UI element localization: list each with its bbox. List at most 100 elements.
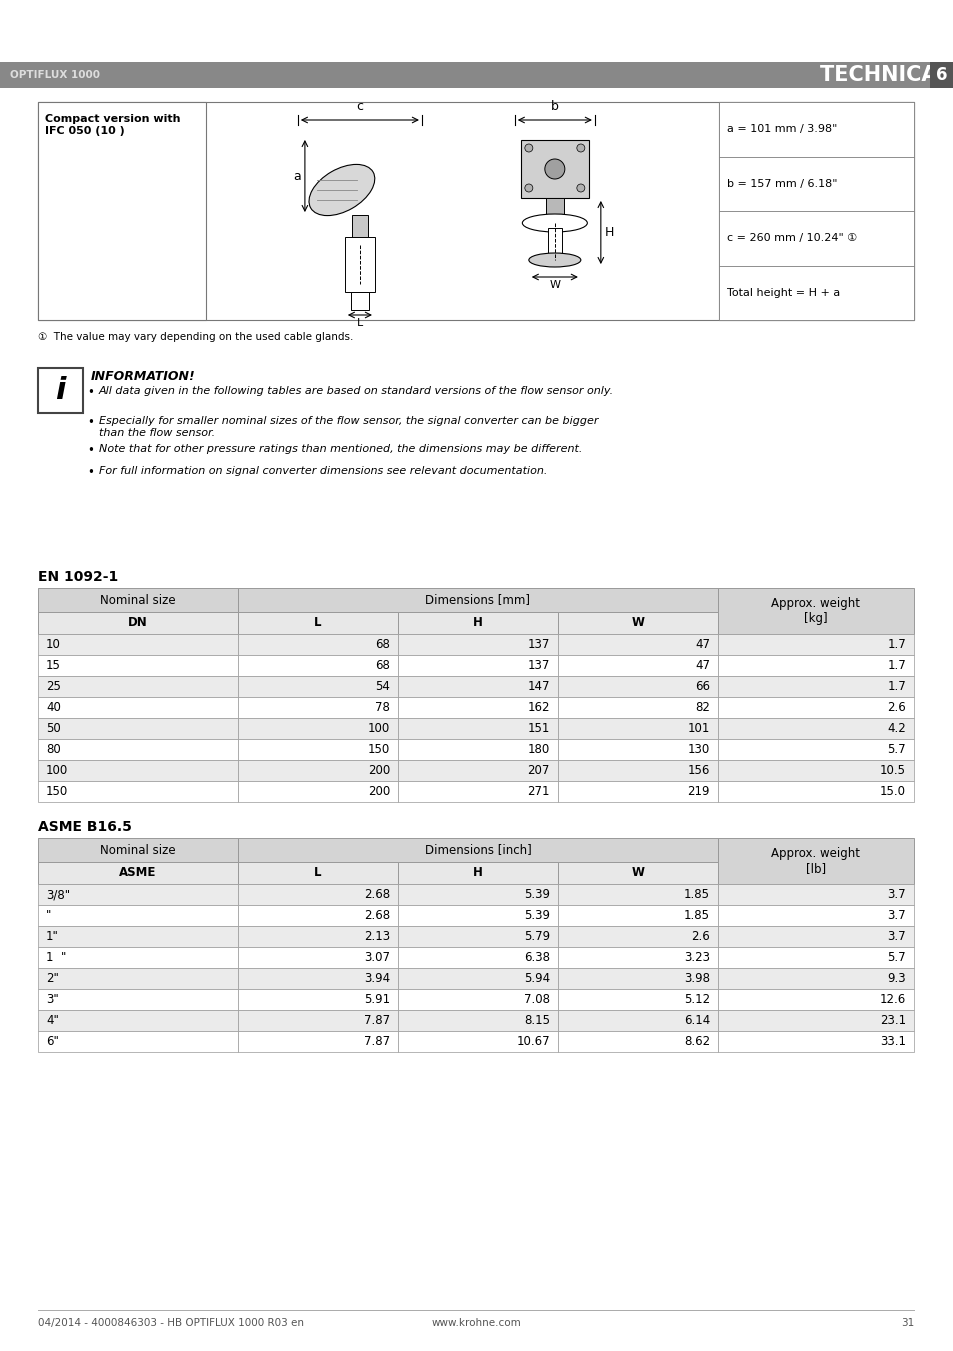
Text: 6.14: 6.14 — [683, 1015, 709, 1027]
Text: c: c — [356, 100, 363, 113]
Bar — [397, 612, 558, 634]
Text: 200: 200 — [367, 785, 390, 798]
Bar — [237, 634, 397, 655]
Text: 162: 162 — [527, 701, 550, 713]
Text: Approx. weight
[lb]: Approx. weight [lb] — [771, 847, 860, 875]
Text: 156: 156 — [687, 765, 709, 777]
Text: •: • — [87, 444, 93, 457]
Bar — [718, 905, 913, 925]
Text: Especially for smaller nominal sizes of the flow sensor, the signal converter ca: Especially for smaller nominal sizes of … — [99, 416, 598, 438]
Text: 25: 25 — [46, 680, 61, 693]
Bar — [237, 655, 397, 676]
Ellipse shape — [544, 159, 564, 178]
Ellipse shape — [522, 213, 587, 232]
Text: 3.7: 3.7 — [886, 909, 905, 921]
Ellipse shape — [309, 165, 375, 216]
Bar — [237, 838, 718, 862]
Bar — [237, 1011, 397, 1031]
Bar — [558, 905, 718, 925]
Text: 6": 6" — [46, 1035, 59, 1048]
Bar — [237, 781, 397, 802]
Text: b = 157 mm / 6.18": b = 157 mm / 6.18" — [726, 178, 837, 189]
Bar — [397, 697, 558, 717]
Text: 82: 82 — [695, 701, 709, 713]
Bar — [558, 1011, 718, 1031]
Bar — [237, 761, 397, 781]
Text: 1  ": 1 " — [46, 951, 67, 965]
Text: ①  The value may vary depending on the used cable glands.: ① The value may vary depending on the us… — [38, 332, 353, 342]
Text: 47: 47 — [695, 659, 709, 671]
Text: 6.38: 6.38 — [523, 951, 550, 965]
Text: 137: 137 — [527, 638, 550, 651]
Text: 04/2014 - 4000846303 - HB OPTIFLUX 1000 R03 en: 04/2014 - 4000846303 - HB OPTIFLUX 1000 … — [38, 1319, 304, 1328]
Bar — [38, 862, 237, 884]
Bar — [718, 989, 913, 1011]
Bar — [237, 925, 397, 947]
Bar — [38, 781, 237, 802]
Bar — [237, 989, 397, 1011]
Bar — [718, 697, 913, 717]
Text: Compact version with
IFC 050 (10 ): Compact version with IFC 050 (10 ) — [45, 113, 180, 135]
Bar — [38, 739, 237, 761]
Bar — [718, 761, 913, 781]
Text: 10.67: 10.67 — [516, 1035, 550, 1048]
Text: W: W — [631, 616, 644, 630]
Text: 150: 150 — [367, 743, 390, 757]
Ellipse shape — [524, 184, 533, 192]
Text: 3.07: 3.07 — [364, 951, 390, 965]
Text: 5.94: 5.94 — [523, 971, 550, 985]
Text: H: H — [473, 616, 482, 630]
Text: Total height = H + a: Total height = H + a — [726, 288, 840, 297]
Text: 80: 80 — [46, 743, 61, 757]
Text: 1.85: 1.85 — [683, 888, 709, 901]
Bar — [397, 905, 558, 925]
Text: 66: 66 — [695, 680, 709, 693]
Text: 5.91: 5.91 — [363, 993, 390, 1006]
Ellipse shape — [524, 145, 533, 153]
Text: 3.94: 3.94 — [363, 971, 390, 985]
Text: W: W — [549, 280, 559, 290]
Bar — [351, 292, 369, 309]
Bar — [520, 141, 588, 199]
Text: 1.85: 1.85 — [683, 909, 709, 921]
Bar — [237, 588, 718, 612]
Text: Nominal size: Nominal size — [100, 843, 175, 857]
Bar — [558, 761, 718, 781]
Bar — [718, 1011, 913, 1031]
Bar — [397, 884, 558, 905]
Text: L: L — [314, 616, 321, 630]
Text: www.krohne.com: www.krohne.com — [431, 1319, 520, 1328]
Text: 8.15: 8.15 — [523, 1015, 550, 1027]
Bar — [719, 266, 913, 320]
Text: 7.87: 7.87 — [363, 1015, 390, 1027]
Bar — [38, 634, 237, 655]
Text: 54: 54 — [375, 680, 390, 693]
Bar — [718, 634, 913, 655]
Text: 100: 100 — [367, 721, 390, 735]
Bar — [237, 969, 397, 989]
Text: 180: 180 — [527, 743, 550, 757]
Bar — [38, 761, 237, 781]
Bar — [718, 655, 913, 676]
Text: 147: 147 — [527, 680, 550, 693]
Text: 5.39: 5.39 — [523, 888, 550, 901]
Bar — [397, 655, 558, 676]
Text: ASME: ASME — [119, 866, 156, 880]
Bar — [719, 157, 913, 211]
Bar — [558, 925, 718, 947]
Text: 5.7: 5.7 — [886, 951, 905, 965]
Text: 4.2: 4.2 — [886, 721, 905, 735]
Bar — [397, 925, 558, 947]
Text: 3.7: 3.7 — [886, 929, 905, 943]
Text: 200: 200 — [367, 765, 390, 777]
Bar — [397, 634, 558, 655]
Text: 2.68: 2.68 — [363, 888, 390, 901]
Text: 1.7: 1.7 — [886, 680, 905, 693]
Text: 219: 219 — [687, 785, 709, 798]
Text: a = 101 mm / 3.98": a = 101 mm / 3.98" — [726, 124, 837, 134]
Bar — [397, 947, 558, 969]
Text: 7.87: 7.87 — [363, 1035, 390, 1048]
Text: Dimensions [inch]: Dimensions [inch] — [424, 843, 531, 857]
Text: Approx. weight
[kg]: Approx. weight [kg] — [771, 597, 860, 626]
Bar — [345, 236, 375, 292]
